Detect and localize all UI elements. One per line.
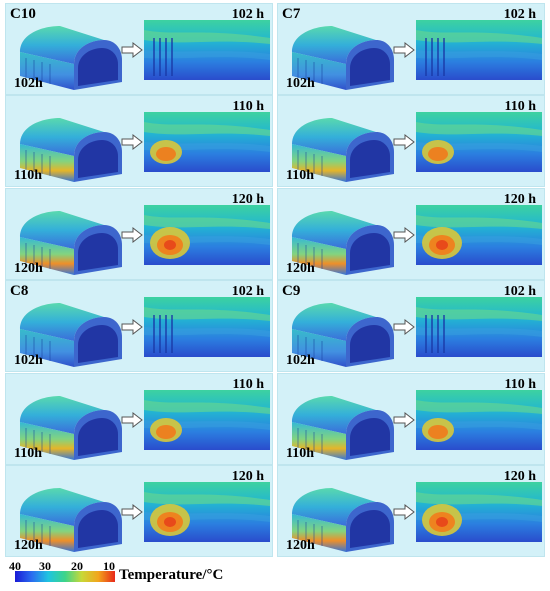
panel-cell: C10 102h 102 h (5, 3, 273, 95)
time-label-right: 120 h (231, 469, 264, 484)
section-contour-view (144, 204, 270, 265)
legend-tick-3: 10 (103, 559, 115, 573)
section-contour-view (416, 389, 542, 450)
time-label-right: 102 h (503, 284, 536, 300)
time-label-left: 120h (286, 538, 315, 553)
legend-tick-1: 30 (39, 559, 51, 573)
time-label-right: 120 h (503, 469, 536, 484)
time-label-left: 110h (286, 168, 315, 184)
time-label-left: 102h (14, 353, 43, 369)
time-label-right: 110 h (232, 99, 264, 115)
right-arrow-icon (121, 504, 143, 520)
panel-cell: 110h 110 h (277, 95, 545, 188)
time-label-right: 102 h (231, 7, 264, 22)
time-label-right: 110 h (504, 99, 536, 115)
right-arrow-icon (393, 504, 415, 520)
case-label: C9 (282, 283, 301, 300)
tunnel-3d-view (292, 488, 394, 552)
panel-cell: 120h 120 h (277, 187, 545, 280)
tunnel-3d-view (292, 26, 394, 90)
case-label: C8 (10, 283, 29, 300)
time-label-right: 110 h (232, 376, 264, 392)
legend-tick-2: 20 (71, 559, 83, 573)
time-label-right: 110 h (504, 376, 536, 392)
time-label-left: 102h (14, 76, 43, 91)
section-contour-view (416, 482, 542, 542)
time-label-left: 110h (286, 445, 315, 461)
tunnel-3d-view (20, 488, 122, 552)
right-arrow-icon (393, 319, 415, 336)
time-label-left: 102h (286, 353, 315, 369)
tunnel-3d-view (20, 395, 122, 460)
time-label-left: 102h (286, 76, 315, 91)
color-legend: 40 30 20 10 Temperature/°C (5, 559, 545, 587)
time-label-right: 120 h (231, 191, 264, 207)
color-bar (15, 571, 115, 582)
case-label: C10 (10, 6, 36, 22)
time-label-right: 102 h (503, 7, 536, 22)
right-arrow-icon (121, 226, 143, 243)
right-arrow-icon (121, 42, 143, 58)
right-arrow-icon (393, 42, 415, 58)
panel-cell: 120h 120 h (5, 465, 273, 557)
right-arrow-icon (121, 411, 143, 428)
section-contour-view (416, 204, 542, 265)
tunnel-3d-view (20, 26, 122, 90)
time-label-right: 102 h (231, 284, 264, 300)
figure-grid: C10 102h 102 h 110h 110 h (5, 3, 545, 557)
section-contour-view (144, 482, 270, 542)
tunnel-3d-view (292, 303, 394, 368)
panel-cell: 110h 110 h (5, 372, 273, 465)
time-label-left: 120h (14, 538, 43, 553)
section-contour-view (144, 389, 270, 450)
time-label-left: 110h (14, 445, 43, 461)
tunnel-3d-view (292, 395, 394, 460)
right-arrow-icon (393, 134, 415, 151)
tunnel-3d-view (20, 210, 122, 275)
section-contour-view (416, 297, 542, 358)
section-contour-view (416, 112, 542, 173)
section-contour-view (144, 297, 270, 358)
time-label-left: 120h (286, 260, 315, 276)
section-contour-view (144, 112, 270, 173)
tunnel-3d-view (20, 303, 122, 368)
time-label-right: 120 h (503, 191, 536, 207)
panel-cell: 110h 110 h (277, 372, 545, 465)
case-label: C7 (282, 6, 301, 22)
tunnel-3d-view (292, 118, 394, 183)
tunnel-3d-view (20, 118, 122, 183)
right-arrow-icon (393, 226, 415, 243)
panel-cell: C7 102h 102 h (277, 3, 545, 95)
section-contour-view (144, 20, 270, 80)
right-arrow-icon (393, 411, 415, 428)
legend-title: Temperature/°C (119, 567, 224, 583)
panel-cell: 120h 120 h (277, 465, 545, 557)
panel-cell: C8 102h 102 h (5, 280, 273, 373)
legend-tick-0: 40 (9, 559, 21, 573)
right-arrow-icon (121, 319, 143, 336)
time-label-left: 110h (14, 168, 43, 184)
time-label-left: 120h (14, 260, 43, 276)
right-arrow-icon (121, 134, 143, 151)
section-contour-view (416, 20, 542, 80)
panel-cell: C9 102h 102 h (277, 280, 545, 373)
panel-cell: 120h 120 h (5, 187, 273, 280)
tunnel-3d-view (292, 210, 394, 275)
panel-cell: 110h 110 h (5, 95, 273, 188)
